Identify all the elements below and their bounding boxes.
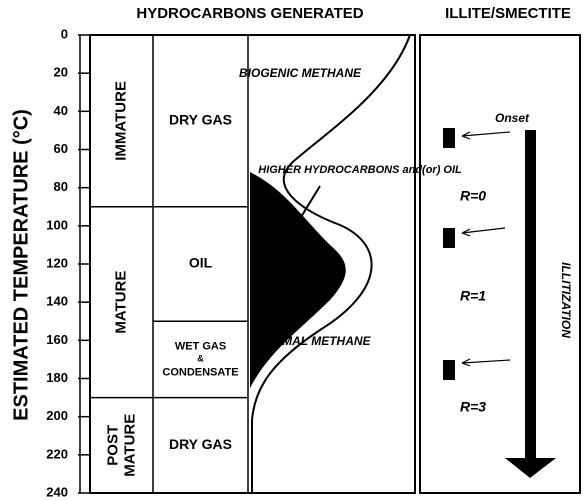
y-tick-label: 140 xyxy=(46,294,68,309)
y-tick-label: 120 xyxy=(46,255,68,270)
zone-label: DRY GAS xyxy=(169,436,232,452)
zone-label: MATURE xyxy=(112,271,129,334)
y-tick-label: 200 xyxy=(46,408,68,423)
oil-area xyxy=(250,172,346,388)
zone-word: POST xyxy=(104,425,121,466)
y-tick-label: 100 xyxy=(46,217,68,232)
onset-label: Onset xyxy=(495,111,530,125)
pointer-head xyxy=(293,215,303,228)
y-tick-label: 20 xyxy=(54,65,68,80)
marker xyxy=(443,360,455,380)
zone-word: & xyxy=(197,354,204,364)
zone-label: POSTMATURE xyxy=(104,414,138,477)
y-tick-label: 60 xyxy=(54,141,68,156)
y-tick-label: 180 xyxy=(46,370,68,385)
higher-label: HIGHER HYDROCARBONS and(or) OIL xyxy=(258,164,462,176)
right-frame xyxy=(419,34,581,494)
r-label: R=1 xyxy=(460,288,486,304)
y-tick-label: 160 xyxy=(46,332,68,347)
marker xyxy=(443,128,455,148)
illitization-shaft xyxy=(525,130,536,460)
y-tick-label: 0 xyxy=(61,26,68,41)
y-tick-label: 80 xyxy=(54,179,68,194)
r-label: R=0 xyxy=(460,188,486,204)
biogenic-label: BIOGENIC METHANE xyxy=(239,66,362,80)
generation-curve xyxy=(251,34,411,493)
arrow-tips xyxy=(461,131,471,367)
onset-markers xyxy=(443,128,511,380)
zone-word: WET GAS xyxy=(175,340,226,352)
thermal-label: THERMAL METHANE xyxy=(249,334,371,348)
y-tick-label: 40 xyxy=(54,103,68,118)
header-left: HYDROCARBONS GENERATED xyxy=(136,5,363,22)
zone-word: CONDENSATE xyxy=(162,366,238,378)
r-label: R=3 xyxy=(460,399,486,415)
pointer-arrow xyxy=(297,185,321,223)
zone-word: MATURE xyxy=(121,414,138,477)
zone-label: IMMATURE xyxy=(112,81,129,161)
zone-label: DRY GAS xyxy=(169,112,232,128)
marker xyxy=(443,228,455,248)
illitization-label: ILLITIZATION xyxy=(559,262,573,338)
zone-label: WET GAS & CONDENSATE xyxy=(162,340,238,378)
header-right: ILLITE/SMECTITE xyxy=(445,5,571,22)
y-tick-label: 240 xyxy=(46,484,68,499)
zone-label: OIL xyxy=(189,255,213,271)
marker-arrows xyxy=(461,131,511,364)
y-tick-label: 220 xyxy=(46,446,68,461)
axis-label: ESTIMATED TEMPERATURE (°C) xyxy=(10,109,32,421)
illitization-head xyxy=(505,458,556,478)
